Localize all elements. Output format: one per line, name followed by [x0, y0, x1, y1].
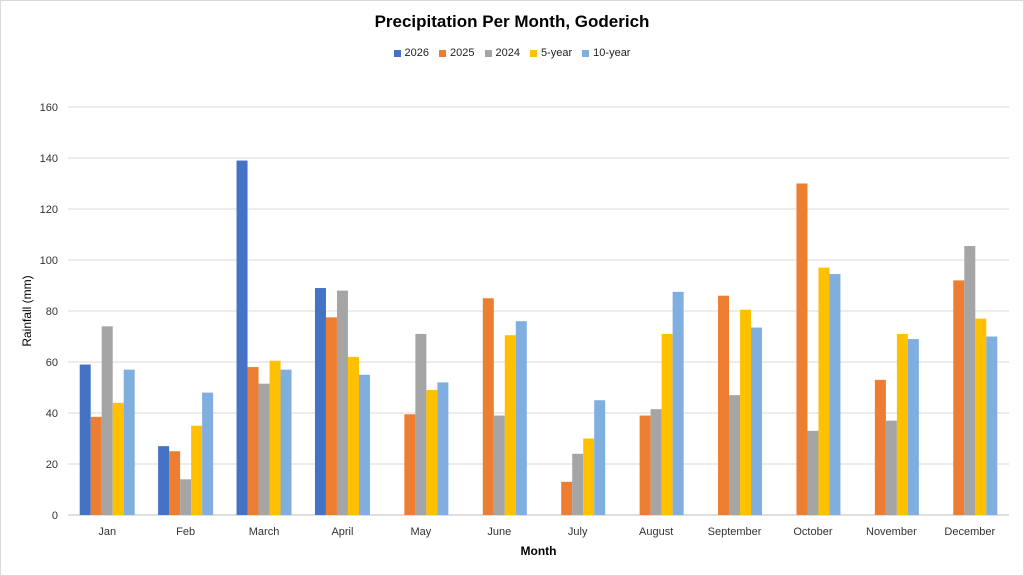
bar-5-year-June: [504, 335, 516, 515]
bar-2025-September: [718, 295, 730, 515]
x-tick-label: December: [944, 526, 995, 538]
bar-10-year-May: [437, 382, 449, 515]
legend-swatch: [439, 49, 447, 57]
bar-2025-Jan: [90, 416, 102, 515]
bar-10-year-October: [829, 274, 841, 515]
y-tick-label: 120: [40, 204, 58, 216]
bar-5-year-Jan: [112, 402, 124, 515]
bar-10-year-July: [594, 400, 606, 515]
bar-5-year-October: [818, 267, 830, 515]
y-tick-labels: 0 20 40 60 80 100 120 140 160: [40, 102, 58, 522]
bar-2024-Feb: [180, 479, 192, 515]
y-tick-label: 60: [46, 357, 58, 369]
bar-2025-Feb: [169, 451, 181, 515]
bar-2025-October: [796, 183, 808, 515]
bar-2025-July: [561, 481, 573, 515]
legend-label: 2026: [404, 47, 430, 59]
bar-10-year-December: [986, 336, 998, 515]
bar-2024-April: [336, 290, 348, 515]
bar-5-year-September: [740, 309, 752, 515]
bar-2024-November: [885, 420, 897, 515]
x-tick-labels: Jan Feb March April May June July August Septemb…: [98, 526, 995, 538]
x-tick-label: April: [331, 526, 353, 538]
x-tick-label: August: [639, 526, 673, 538]
legend-item-5-year: 5-year: [529, 47, 573, 59]
bar-2026-Jan: [79, 364, 91, 515]
x-axis-title: Month: [521, 544, 557, 558]
legend-item-2026: 2026: [393, 47, 430, 59]
bar-5-year-July: [583, 438, 595, 515]
bar-10-year-Jan: [123, 369, 135, 515]
x-tick-label: November: [866, 526, 917, 538]
bar-5-year-November: [896, 333, 908, 515]
bar-2024-August: [650, 409, 662, 515]
bar-2024-October: [807, 430, 819, 515]
x-tick-label: June: [487, 526, 511, 538]
bar-5-year-August: [661, 333, 673, 515]
x-tick-label: March: [249, 526, 280, 538]
x-tick-label: May: [410, 526, 431, 538]
legend-swatch: [393, 49, 401, 57]
bar-10-year-August: [672, 291, 684, 515]
legend-swatch: [529, 49, 537, 57]
legend-label: 5-year: [540, 47, 573, 59]
y-axis-title: Rainfall (mm): [20, 275, 34, 346]
bar-2024-March: [258, 383, 270, 515]
x-tick-label: Jan: [98, 526, 116, 538]
gridlines: [68, 106, 1009, 516]
legend-item-10-year: 10-year: [582, 47, 630, 59]
bar-2025-November: [874, 379, 886, 515]
legend-item-2024: 2024: [484, 47, 520, 59]
x-tick-label: July: [568, 526, 588, 538]
bar-5-year-December: [975, 318, 987, 515]
bar-5-year-April: [347, 356, 359, 515]
legend-swatch: [582, 49, 590, 57]
bar-10-year-April: [358, 374, 370, 515]
bar-2026-March: [236, 160, 248, 516]
legend-item-2025: 2025: [439, 47, 475, 59]
legend-swatch: [484, 49, 492, 57]
bar-10-year-March: [280, 369, 292, 515]
bar-5-year-Feb: [191, 425, 203, 515]
bar-2024-May: [415, 333, 427, 515]
bar-2026-Feb: [158, 446, 170, 515]
y-tick-label: 0: [52, 510, 58, 522]
y-tick-label: 40: [46, 408, 58, 420]
y-tick-label: 160: [40, 102, 58, 114]
bar-2025-December: [953, 280, 965, 515]
legend-label: 2025: [450, 47, 475, 59]
bar-2025-March: [247, 367, 259, 515]
y-tick-label: 140: [40, 153, 58, 165]
bar-2026-April: [314, 288, 326, 515]
bar-2024-September: [729, 395, 741, 515]
legend-label: 2024: [495, 47, 520, 59]
y-tick-label: 100: [40, 255, 58, 267]
legend-label: 10-year: [593, 47, 631, 59]
bar-5-year-March: [269, 360, 281, 515]
y-tick-label: 80: [46, 306, 58, 318]
x-tick-label: October: [793, 526, 832, 538]
bar-10-year-September: [751, 327, 763, 515]
bar-2025-August: [639, 415, 651, 515]
bar-2025-April: [325, 317, 337, 515]
bar-2025-June: [482, 298, 494, 515]
bar-2025-May: [404, 414, 416, 515]
bar-10-year-November: [907, 339, 919, 515]
bar-5-year-May: [426, 390, 438, 515]
x-tick-label: September: [708, 526, 762, 538]
chart-title: Precipitation Per Month, Goderich: [374, 12, 650, 31]
chart-legend: 2026 2025 2024 5-year 10-year: [0, 47, 1024, 59]
x-tick-label: Feb: [176, 526, 195, 538]
bar-10-year-June: [515, 321, 527, 515]
bar-2024-Jan: [101, 326, 113, 515]
y-tick-label: 20: [46, 459, 58, 471]
bar-2024-July: [572, 453, 584, 515]
bar-2024-December: [964, 245, 976, 515]
bars: [79, 160, 998, 516]
bar-10-year-Feb: [202, 392, 214, 515]
bar-2024-June: [493, 415, 505, 515]
